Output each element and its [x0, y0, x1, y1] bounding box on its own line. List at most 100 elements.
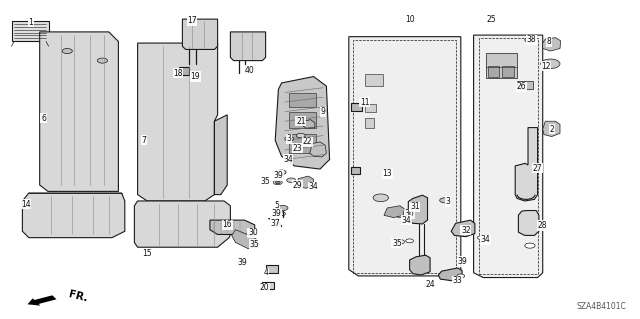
Text: 40: 40 [244, 66, 255, 75]
Bar [12, 21, 49, 41]
Circle shape [278, 205, 288, 211]
Polygon shape [302, 120, 315, 128]
Text: 5: 5 [274, 201, 279, 210]
Bar [517, 81, 533, 89]
Circle shape [285, 137, 294, 141]
Text: 20: 20 [259, 283, 269, 292]
Text: 36: 36 [404, 209, 415, 218]
Text: 26: 26 [516, 82, 527, 91]
Text: 4: 4 [263, 268, 268, 277]
Circle shape [287, 178, 296, 182]
Bar [486, 53, 517, 78]
Text: 16: 16 [222, 220, 232, 229]
Bar [289, 93, 316, 107]
Polygon shape [40, 32, 118, 191]
Text: 12: 12 [541, 62, 550, 70]
Text: 15: 15 [142, 249, 152, 258]
FancyArrow shape [28, 295, 56, 306]
Bar [365, 118, 374, 128]
Text: SZA4B4101C: SZA4B4101C [576, 302, 626, 311]
Text: 33: 33 [452, 276, 463, 285]
Circle shape [275, 181, 280, 184]
Text: 34: 34 [308, 182, 319, 191]
Circle shape [398, 241, 402, 243]
Text: 34: 34 [283, 155, 293, 164]
Bar [266, 265, 278, 273]
Text: 2: 2 [550, 125, 555, 134]
Text: 38: 38 [526, 35, 536, 44]
Text: 29: 29 [292, 181, 303, 189]
Polygon shape [474, 35, 543, 278]
Text: 39: 39 [271, 209, 282, 218]
Text: 23: 23 [292, 144, 303, 153]
Polygon shape [22, 193, 125, 238]
Circle shape [62, 48, 72, 54]
Circle shape [97, 58, 108, 63]
Circle shape [238, 261, 246, 264]
Text: 21: 21 [296, 117, 305, 126]
Text: 31: 31 [410, 202, 420, 211]
Bar [397, 210, 413, 217]
Circle shape [296, 133, 305, 138]
Bar [488, 66, 499, 77]
Polygon shape [182, 19, 218, 49]
Bar [365, 104, 376, 112]
Polygon shape [298, 176, 314, 188]
Text: 39: 39 [457, 257, 467, 266]
Circle shape [458, 259, 466, 263]
Bar [289, 112, 316, 128]
Text: 39: 39 [273, 171, 284, 180]
Text: 39: 39 [237, 258, 247, 267]
Bar [262, 282, 274, 289]
Polygon shape [210, 220, 255, 234]
Text: 35: 35 [250, 240, 260, 249]
Text: 27: 27 [532, 164, 543, 173]
Text: 14: 14 [20, 200, 31, 209]
Bar [353, 40, 456, 273]
Circle shape [457, 274, 465, 278]
Bar [479, 38, 538, 274]
Circle shape [278, 212, 285, 216]
Text: 34: 34 [480, 235, 490, 244]
Text: 11: 11 [360, 98, 369, 107]
Circle shape [273, 180, 282, 185]
Text: 30: 30 [248, 228, 258, 237]
Text: 37: 37 [270, 219, 280, 228]
Circle shape [541, 59, 560, 69]
Polygon shape [230, 32, 266, 61]
Circle shape [525, 37, 535, 42]
Text: 32: 32 [461, 226, 471, 235]
Polygon shape [310, 142, 326, 157]
Circle shape [525, 243, 535, 248]
Text: 19: 19 [190, 72, 200, 81]
Bar [351, 167, 360, 174]
Bar [351, 103, 362, 111]
Text: FR.: FR. [67, 289, 88, 303]
Text: 18: 18 [173, 69, 182, 78]
Polygon shape [138, 43, 218, 201]
Circle shape [250, 243, 259, 247]
Text: 9: 9 [321, 107, 326, 116]
Polygon shape [214, 115, 227, 195]
Polygon shape [451, 220, 475, 237]
Bar [289, 134, 316, 153]
Text: 17: 17 [187, 16, 197, 25]
Polygon shape [543, 121, 560, 137]
Circle shape [406, 239, 413, 243]
Text: 8: 8 [547, 37, 552, 46]
Polygon shape [408, 195, 428, 224]
Polygon shape [543, 38, 561, 51]
Text: 22: 22 [303, 137, 312, 146]
Bar [502, 66, 514, 77]
Polygon shape [438, 268, 462, 281]
Text: 3: 3 [287, 134, 292, 143]
Text: 35: 35 [392, 239, 402, 248]
Circle shape [373, 194, 388, 202]
Polygon shape [518, 211, 539, 235]
Circle shape [276, 172, 284, 176]
Bar [179, 67, 189, 75]
Circle shape [440, 198, 450, 203]
Text: 24: 24 [425, 280, 435, 289]
Text: 1: 1 [28, 18, 33, 27]
Polygon shape [275, 77, 330, 169]
